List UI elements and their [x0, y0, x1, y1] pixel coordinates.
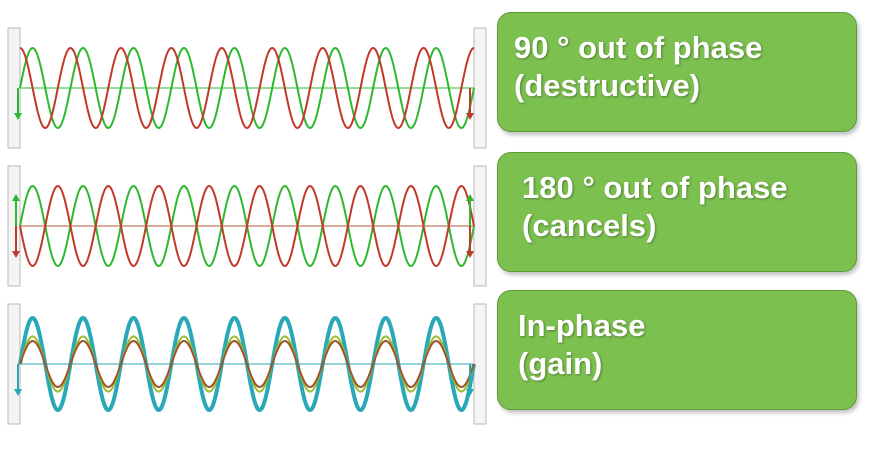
- right-reflector-plate: [473, 303, 487, 425]
- displacement-arrow: [12, 194, 20, 226]
- label-180-line2: (cancels): [522, 208, 657, 243]
- left-reflector-plate: [7, 165, 21, 287]
- wave-line: [19, 46, 475, 130]
- displacement-arrow: [466, 194, 474, 226]
- label-inphase-line1: In-phase: [518, 308, 646, 343]
- wave-line: [19, 184, 475, 268]
- wave-line: [19, 339, 475, 389]
- wave-line: [19, 46, 475, 130]
- displacement-arrow: [466, 226, 474, 258]
- label-box-180-out-of-phase: 180 ° out of phase (cancels): [497, 152, 857, 272]
- label-180-line1: 180 ° out of phase: [522, 170, 788, 205]
- wave-panel-panel-180: [7, 165, 487, 287]
- displacement-arrow: [466, 88, 474, 120]
- displacement-arrow: [14, 364, 22, 396]
- label-90-line1: 90 ° out of phase: [514, 30, 763, 65]
- label-box-in-phase: In-phase (gain): [497, 290, 857, 410]
- right-reflector-plate: [473, 165, 487, 287]
- wave-panel-panel-0: [7, 303, 487, 425]
- label-box-90-out-of-phase: 90 ° out of phase (destructive): [497, 12, 857, 132]
- displacement-arrow: [466, 364, 474, 396]
- label-90-line2: (destructive): [514, 68, 701, 103]
- displacement-arrow: [14, 88, 22, 120]
- label-inphase-line2: (gain): [518, 346, 603, 381]
- displacement-arrow: [12, 226, 20, 258]
- waves-diagram: [7, 27, 487, 425]
- right-reflector-plate: [473, 27, 487, 149]
- wave-panel-panel-90: [7, 27, 487, 149]
